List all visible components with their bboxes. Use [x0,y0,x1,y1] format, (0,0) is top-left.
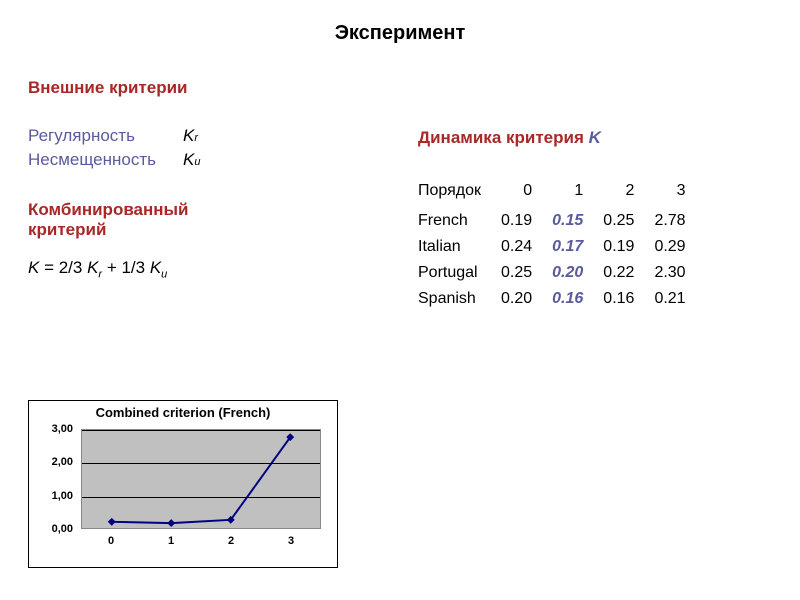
table-header-col: 3 [644,178,695,208]
table-header-col: 2 [593,178,644,208]
crit2-subscript: u [194,156,200,168]
page-title: Эксперимент [0,0,800,45]
dynamics-heading-K: K [589,128,601,147]
chart-plot-area [81,429,321,529]
formula-eq: = 2/3 [39,258,87,277]
row-value: 0.20 [542,260,593,286]
chart-x-tick: 0 [108,535,114,547]
formula-Ku: K [150,258,161,277]
criterion-regularity: Регулярность K r [28,126,368,146]
table-body: French0.190.150.252.78Italian0.240.170.1… [418,208,696,312]
row-value: 0.25 [491,260,542,286]
row-value: 0.19 [491,208,542,234]
row-value: 0.16 [542,286,593,312]
crit2-label: Несмещенность [28,150,183,170]
chart-gridline [82,497,320,498]
chart-plot-wrap: 0,001,002,003,00 0123 [41,429,326,559]
crit1-subscript: r [194,132,198,144]
external-criteria-heading: Внешние критерии [28,78,368,98]
combined-heading-l2: критерий [28,220,106,239]
dynamics-heading: Динамика критерия K [418,128,778,148]
row-label: Italian [418,234,491,260]
table-row: Italian0.240.170.190.29 [418,234,696,260]
chart-container: Combined criterion (French) 0,00 1,00 2,00… [28,400,338,568]
right-column: Динамика критерия K Порядок0123 French0.… [418,128,778,312]
table-header-label: Порядок [418,178,491,208]
row-value: 0.29 [644,234,695,260]
row-label: French [418,208,491,234]
row-value: 0.20 [491,286,542,312]
chart-gridline [82,463,320,464]
row-value: 0.21 [644,286,695,312]
combined-criterion-heading: Комбинированный критерий [28,200,368,240]
chart-title: Combined criterion (French) [29,401,337,424]
formula-Kr: K [87,258,98,277]
chart-marker [167,519,175,527]
crit2-symbol: K [183,150,194,170]
row-value: 2.78 [644,208,695,234]
formula-u: u [161,268,167,280]
criterion-unbiasedness: Несмещенность K u [28,150,368,170]
table-header-col: 0 [491,178,542,208]
chart-x-tick: 1 [168,535,174,547]
chart-y-tick: 2,00 [52,456,73,468]
row-value: 0.17 [542,234,593,260]
row-value: 2.30 [644,260,695,286]
row-value: 0.25 [593,208,644,234]
row-label: Portugal [418,260,491,286]
crit1-symbol: K [183,126,194,146]
chart-gridline [82,430,320,431]
row-value: 0.16 [593,286,644,312]
crit1-label: Регулярность [28,126,183,146]
chart-x-tick: 3 [288,535,294,547]
chart-y-tick: 0,00 [52,523,73,535]
table-header-row: Порядок0123 [418,178,696,208]
chart-x-tick: 2 [228,535,234,547]
chart-marker [108,518,116,526]
row-label: Spanish [418,286,491,312]
row-value: 0.19 [593,234,644,260]
row-value: 0.22 [593,260,644,286]
left-column: Внешние критерии Регулярность K r Несмещ… [28,78,368,280]
table-row: Spanish0.200.160.160.21 [418,286,696,312]
table-row: Portugal0.250.200.222.30 [418,260,696,286]
table-row: French0.190.150.252.78 [418,208,696,234]
chart-line [112,437,291,523]
chart-y-tick: 3,00 [52,423,73,435]
formula: K = 2/3 Kr + 1/3 Ku [28,258,368,280]
row-value: 0.15 [542,208,593,234]
chart-y-tick: 1,00 [52,490,73,502]
combined-heading-l1: Комбинированный [28,200,189,219]
dynamics-heading-text: Динамика критерия [418,128,589,147]
row-value: 0.24 [491,234,542,260]
criterion-table: Порядок0123 French0.190.150.252.78Italia… [418,178,696,312]
chart-svg [82,430,320,528]
chart-y-labels: 0,001,002,003,00 [41,429,77,529]
table-header-col: 1 [542,178,593,208]
formula-K: K [28,258,39,277]
formula-plus: + 1/3 [102,258,150,277]
